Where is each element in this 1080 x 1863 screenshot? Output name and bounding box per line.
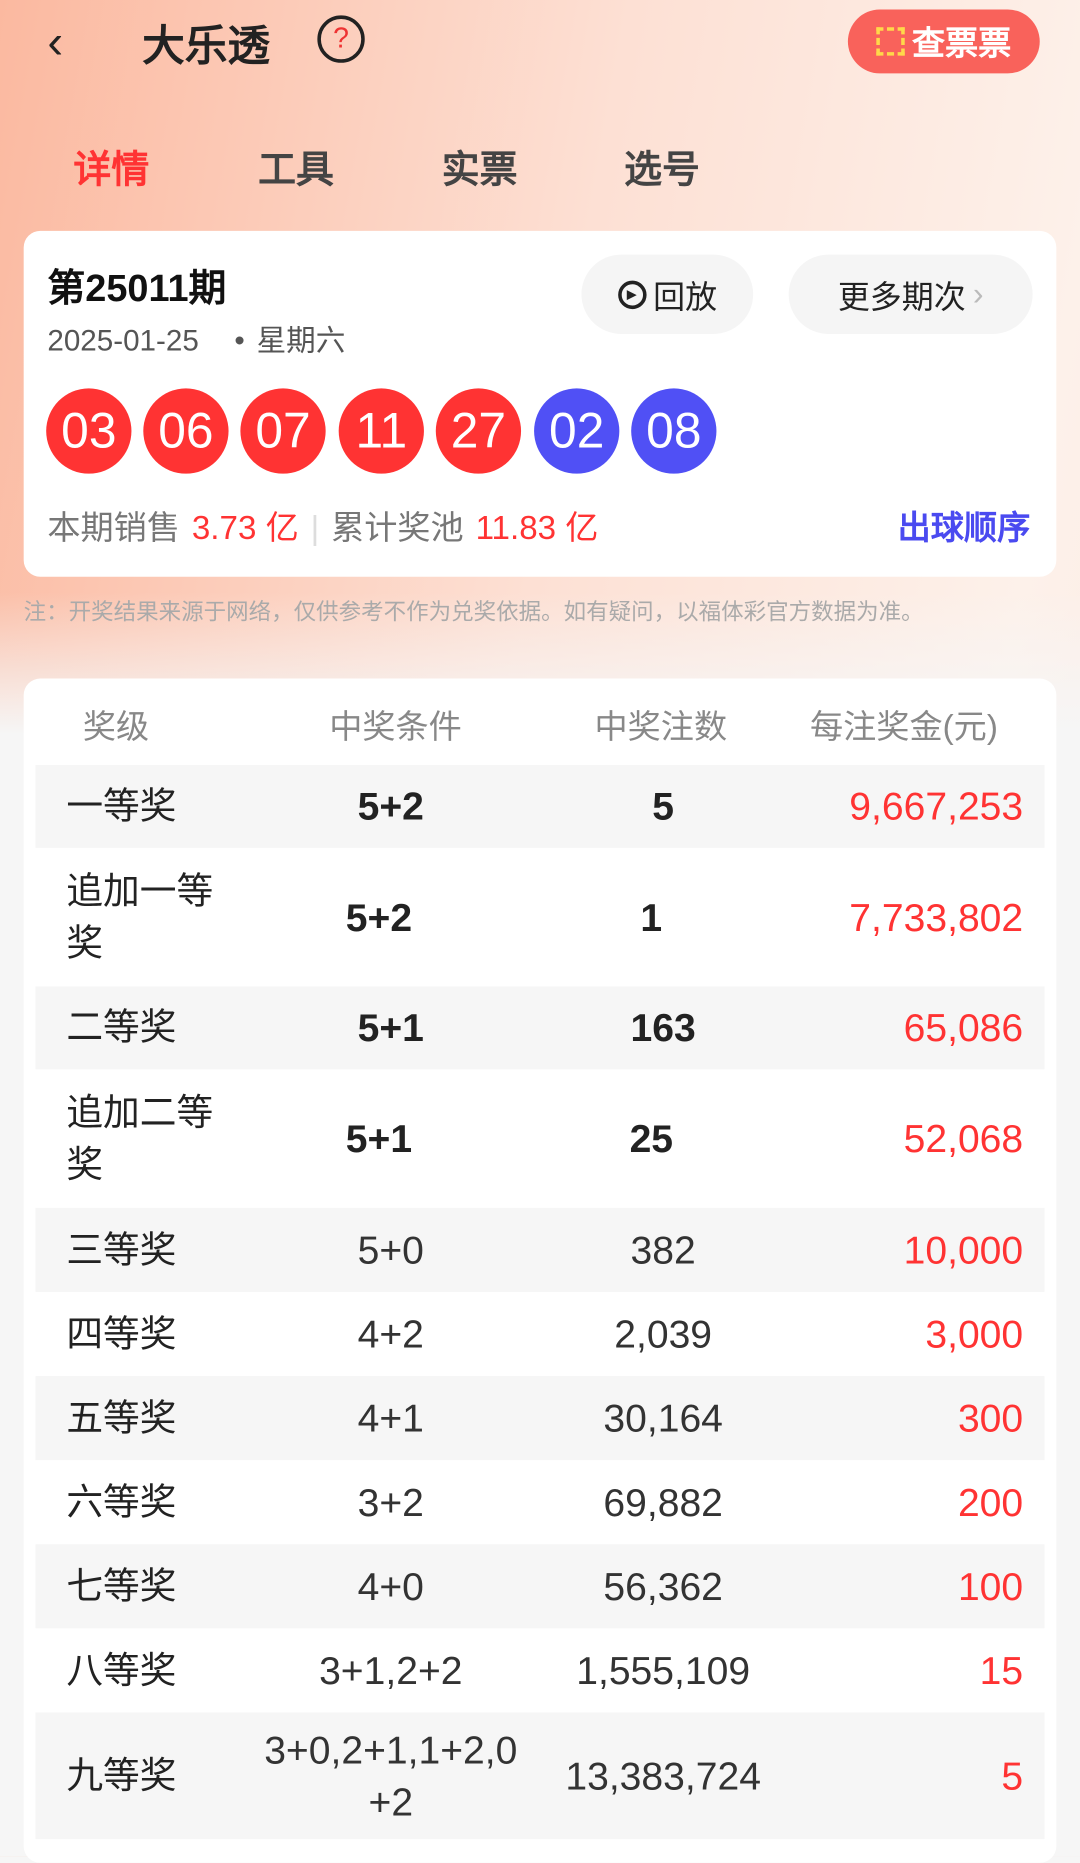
win-condition: 3+1,2+2: [319, 1647, 463, 1692]
prize-amount: 300: [957, 1395, 1024, 1440]
date-text: 2025-01-25: [47, 324, 199, 358]
red-ball: 27: [435, 388, 522, 474]
header-prize: 每注奖金(元): [809, 708, 998, 745]
ball-order-link[interactable]: 出球顺序: [897, 509, 1031, 546]
win-condition: 3+0,2+1,1+2,0+2: [264, 1727, 518, 1824]
winner-count: 69,882: [603, 1479, 723, 1524]
red-ball: 11: [338, 388, 424, 474]
winner-count: 13,383,724: [565, 1753, 761, 1798]
header-level: 奖级: [82, 708, 150, 745]
win-condition: 4+2: [357, 1311, 424, 1356]
winner-count: 30,164: [603, 1395, 723, 1440]
prize-amount: 9,667,253: [849, 783, 1024, 828]
table-row: 六等奖 3+2 69,882 200: [36, 1460, 1045, 1544]
draw-date: 2025-01-25 • 星期六: [47, 324, 346, 358]
chevron-right-icon: ›: [972, 275, 984, 312]
win-condition: 5+1: [345, 1116, 413, 1160]
prize-amount: 7,733,802: [849, 894, 1024, 939]
prize-level: 六等奖: [66, 1480, 177, 1523]
prize-level: 七等奖: [66, 1564, 177, 1607]
winner-count: 382: [630, 1227, 696, 1272]
table-row: 追加一等奖 5+2 1 7,733,802: [36, 848, 1045, 987]
red-ball: 03: [46, 388, 132, 474]
winner-count: 56,362: [603, 1563, 723, 1608]
winner-count: 163: [630, 1005, 696, 1050]
red-ball: 07: [240, 388, 326, 474]
replay-button[interactable]: ▶ 回放: [581, 254, 754, 334]
pool-value: 11.83 亿: [475, 509, 599, 546]
table-row: 追加二等奖 5+1 25 52,068: [36, 1069, 1045, 1208]
prize-amount: 200: [957, 1479, 1024, 1524]
table-row: 二等奖 5+1 163 65,086: [35, 986, 1045, 1070]
sales-label: 本期销售: [47, 509, 181, 546]
question-circle-icon[interactable]: ?: [317, 15, 365, 63]
prize-level: 二等奖: [66, 1006, 177, 1049]
tab-tools[interactable]: 工具: [258, 148, 334, 191]
chevron-left-icon: ‹: [47, 16, 64, 69]
prize-amount: 10,000: [903, 1227, 1024, 1272]
weekday-text: 星期六: [256, 324, 346, 358]
prize-amount: 15: [979, 1647, 1024, 1692]
prize-amount: 5: [1001, 1753, 1024, 1798]
issue-number: 第25011期: [47, 266, 227, 310]
win-condition: 4+1: [357, 1395, 424, 1440]
prize-level: 九等奖: [66, 1754, 177, 1796]
prize-level: 五等奖: [66, 1396, 177, 1439]
win-condition: 5+1: [357, 1005, 424, 1050]
table-row: 四等奖 4+2 2,039 3,000: [36, 1292, 1045, 1376]
prize-amount: 3,000: [925, 1311, 1024, 1356]
back-button[interactable]: ‹: [47, 17, 63, 70]
prize-level: 追加二等奖: [66, 1091, 214, 1185]
prize-amount: 65,086: [903, 1005, 1024, 1050]
prize-amount: 100: [957, 1563, 1024, 1608]
pool-label: 累计奖池: [331, 509, 464, 546]
check-ticket-label: 查票票: [911, 24, 1012, 62]
header-condition: 中奖条件: [329, 708, 462, 745]
header-count: 中奖注数: [594, 708, 728, 745]
prize-level: 追加一等奖: [66, 869, 214, 964]
tab-real-tickets[interactable]: 实票: [441, 148, 518, 191]
winner-count: 5: [652, 783, 675, 828]
sales-value: 3.73 亿: [191, 509, 299, 546]
win-condition: 5+2: [345, 894, 413, 939]
check-ticket-button[interactable]: 查票票: [847, 9, 1040, 74]
prize-level: 四等奖: [66, 1312, 177, 1355]
replay-label: 回放: [653, 279, 718, 315]
prize-level: 一等奖: [66, 785, 177, 827]
win-condition: 3+2: [357, 1479, 424, 1524]
table-row: 八等奖 3+1,2+2 1,555,109 15: [36, 1628, 1045, 1712]
winner-count: 25: [629, 1116, 674, 1160]
prize-level: 三等奖: [66, 1228, 177, 1271]
sales-info: 本期销售 3.73 亿 | 累计奖池 11.83 亿: [47, 502, 598, 549]
table-row: 五等奖 4+1 30,164 300: [35, 1376, 1045, 1461]
red-ball: 06: [143, 388, 229, 474]
page-title: 大乐透: [142, 21, 271, 70]
tab-details[interactable]: 详情: [73, 148, 150, 191]
blue-ball: 08: [631, 388, 717, 474]
scan-icon: [876, 27, 905, 56]
table-row: 七等奖 4+0 56,362 100: [35, 1544, 1045, 1629]
win-condition: 5+2: [357, 783, 424, 828]
prize-amount: 52,068: [903, 1116, 1024, 1160]
win-condition: 5+0: [357, 1227, 424, 1272]
table-row: 九等奖 3+0,2+1,1+2,0+2 13,383,724 5: [35, 1712, 1045, 1840]
table-row: 三等奖 5+0 382 10,000: [35, 1207, 1045, 1292]
prize-level: 八等奖: [66, 1649, 177, 1691]
winner-count: 1,555,109: [576, 1647, 751, 1692]
tab-pick-numbers[interactable]: 选号: [624, 148, 700, 191]
table-row: 一等奖 5+2 5 9,667,253: [35, 764, 1045, 848]
win-condition: 4+0: [357, 1563, 424, 1608]
play-icon: ▶: [617, 280, 646, 309]
disclaimer-note: 注：开奖结果来源于网络，仅供参考不作为兑奖依据。如有疑问，以福体彩官方数据为准。: [23, 600, 924, 626]
blue-ball: 02: [534, 388, 620, 474]
more-label: 更多期次: [837, 279, 966, 315]
more-issues-button[interactable]: 更多期次 ›: [788, 254, 1033, 334]
winner-count: 2,039: [614, 1311, 713, 1356]
winner-count: 1: [640, 894, 663, 939]
